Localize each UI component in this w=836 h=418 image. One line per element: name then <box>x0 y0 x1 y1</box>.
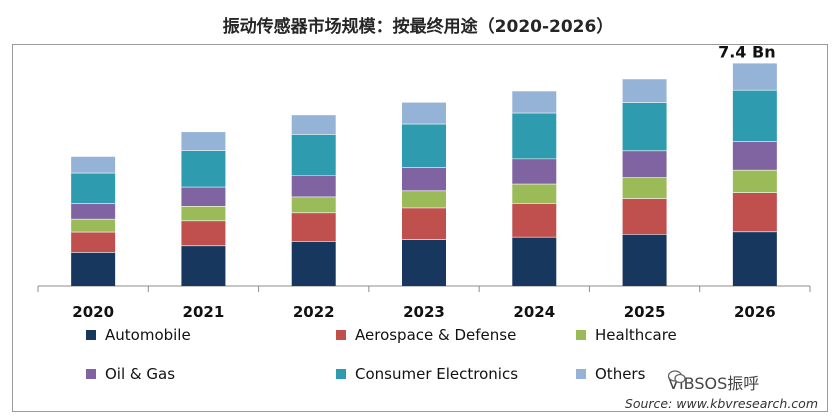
bar-segment-others-2021 <box>181 132 226 151</box>
bar-segment-aerospace-defense-2025 <box>622 198 667 235</box>
legend-label: Consumer Electronics <box>355 365 519 383</box>
x-tick-label-2021: 2021 <box>183 303 225 321</box>
bar-segment-oil-gas-2021 <box>181 187 226 207</box>
x-tick-label-2022: 2022 <box>293 303 335 321</box>
bar-segment-aerospace-defense-2023 <box>402 207 446 240</box>
legend-label: Aerospace & Defense <box>355 326 517 344</box>
x-tick-label-2023: 2023 <box>403 303 445 321</box>
bar-segment-consumer-electronics-2022 <box>291 134 336 176</box>
bar-segment-consumer-electronics-2024 <box>512 113 557 159</box>
bar-segment-automobile-2025 <box>622 234 667 286</box>
legend-label: Healthcare <box>595 326 677 344</box>
bar-segment-others-2024 <box>512 91 557 114</box>
bar-segment-oil-gas-2025 <box>622 150 667 178</box>
bar-segment-automobile-2023 <box>402 239 446 286</box>
wechat-icon <box>668 370 686 384</box>
bar-segment-aerospace-defense-2022 <box>291 212 336 242</box>
chart-title: 振动传感器市场规模：按最终用途（2020-2026） <box>222 17 614 37</box>
legend-swatch <box>86 330 96 340</box>
bar-segment-others-2026 <box>732 63 777 91</box>
bar-segment-oil-gas-2022 <box>291 175 336 197</box>
legend-label: Oil & Gas <box>105 365 176 383</box>
source-note: Source: www.kbvresearch.com <box>624 396 818 411</box>
bar-segment-oil-gas-2020 <box>71 203 116 220</box>
bar-segment-healthcare-2020 <box>71 219 116 233</box>
bar-segment-consumer-electronics-2020 <box>71 173 116 204</box>
bar-segment-aerospace-defense-2026 <box>732 192 777 232</box>
bar-segment-automobile-2021 <box>181 245 226 286</box>
total-annotation: 7.4 Bn <box>718 42 776 61</box>
watermark: VIBSOS振呼 <box>668 370 759 394</box>
chart-legend: Automobile Aerospace & Defense Healthcare O… <box>86 326 726 396</box>
x-tick-label-2020: 2020 <box>72 303 114 321</box>
legend-item-oil-gas: Oil & Gas <box>86 365 175 383</box>
bar-segment-oil-gas-2024 <box>512 158 557 185</box>
bar-segment-others-2023 <box>402 102 446 125</box>
legend-swatch <box>576 330 586 340</box>
watermark-text: VIBSOS振呼 <box>668 374 760 393</box>
bar-segment-healthcare-2024 <box>512 184 557 204</box>
bar-segment-others-2020 <box>71 156 116 174</box>
legend-item-consumer-electronics: Consumer Electronics <box>336 365 518 383</box>
bar-segment-aerospace-defense-2021 <box>181 220 226 246</box>
bar-segment-consumer-electronics-2025 <box>622 102 667 151</box>
chart-frame <box>12 44 828 412</box>
bar-segment-oil-gas-2023 <box>402 167 446 191</box>
bar-segment-others-2022 <box>291 115 336 135</box>
bar-segment-consumer-electronics-2021 <box>181 150 226 188</box>
bar-segment-healthcare-2025 <box>622 177 667 199</box>
x-tick-label-2026: 2026 <box>734 303 776 321</box>
legend-item-others: Others <box>576 365 645 383</box>
bar-segment-healthcare-2021 <box>181 206 226 221</box>
legend-item-healthcare: Healthcare <box>576 326 677 344</box>
bar-segment-healthcare-2026 <box>732 170 777 193</box>
legend-swatch <box>86 369 96 379</box>
bar-segment-oil-gas-2026 <box>732 141 777 171</box>
bar-segment-consumer-electronics-2026 <box>732 90 777 142</box>
legend-item-automobile: Automobile <box>86 326 191 344</box>
x-tick-label-2025: 2025 <box>624 303 666 321</box>
bar-segment-aerospace-defense-2020 <box>71 232 116 253</box>
legend-swatch <box>336 369 346 379</box>
bar-segment-automobile-2026 <box>732 231 777 286</box>
bar-segment-aerospace-defense-2024 <box>512 203 557 238</box>
bar-segment-healthcare-2022 <box>291 196 336 213</box>
legend-label: Others <box>595 365 646 383</box>
bar-segment-automobile-2022 <box>291 241 336 286</box>
bar-segment-automobile-2024 <box>512 237 557 286</box>
bar-segment-consumer-electronics-2023 <box>402 124 446 168</box>
legend-item-aerospace-defense: Aerospace & Defense <box>336 326 516 344</box>
legend-swatch <box>576 369 586 379</box>
legend-label: Automobile <box>105 326 191 344</box>
legend-swatch <box>336 330 346 340</box>
bar-segment-healthcare-2023 <box>402 190 446 208</box>
bar-segment-others-2025 <box>622 79 667 103</box>
bar-segment-automobile-2020 <box>71 252 116 286</box>
x-tick-label-2024: 2024 <box>513 303 555 321</box>
